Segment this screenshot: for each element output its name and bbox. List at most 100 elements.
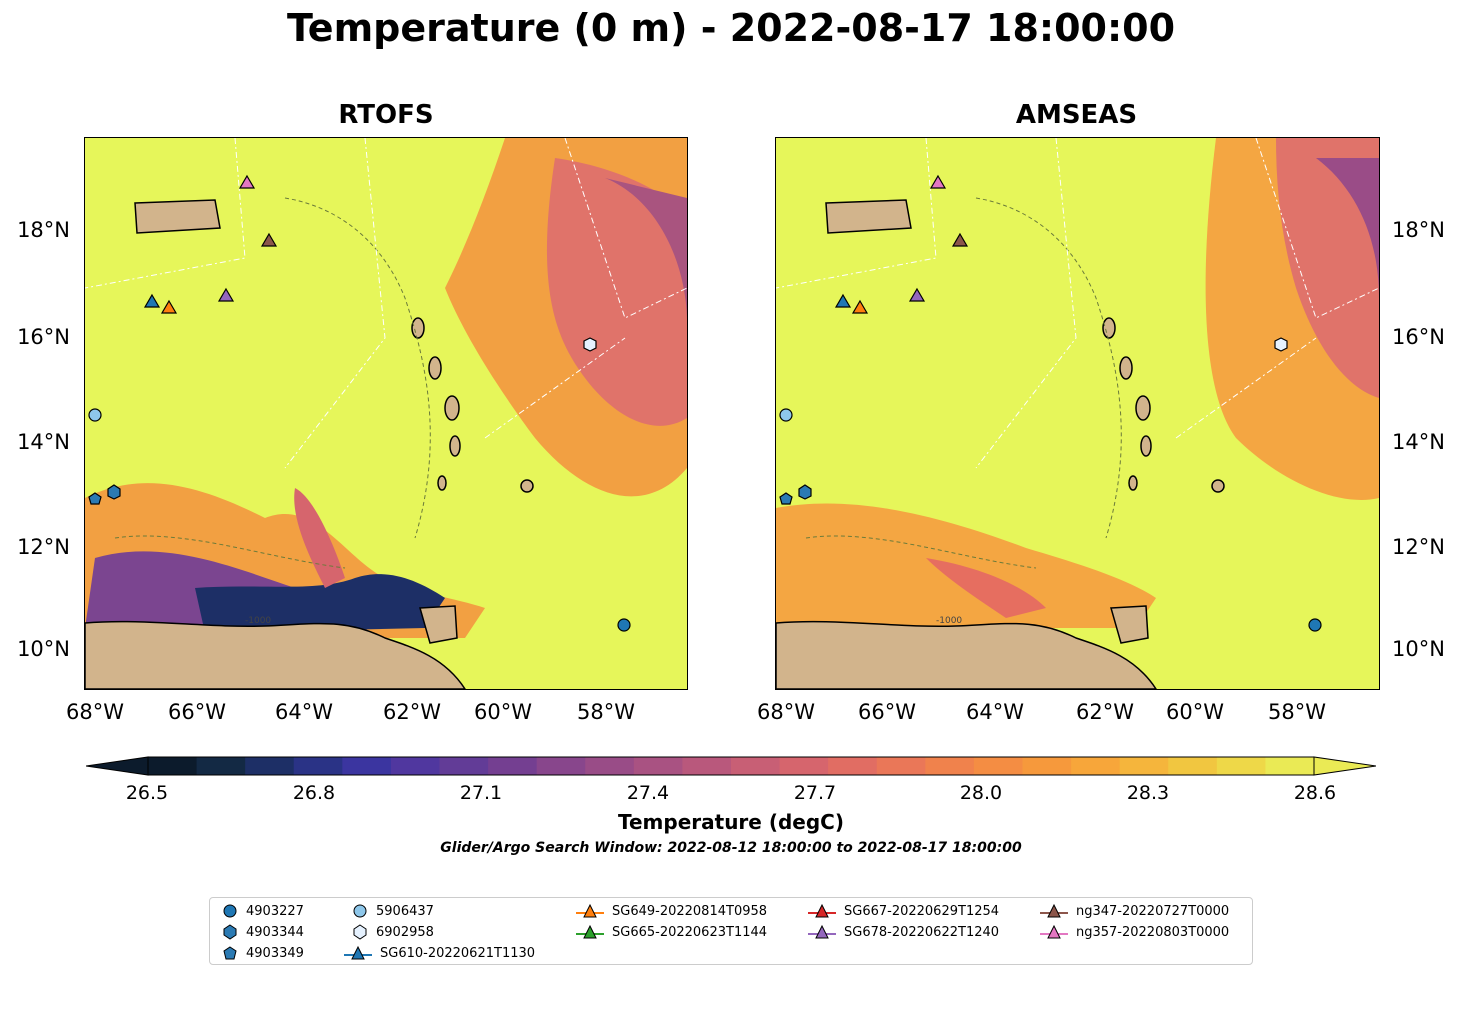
triangle-line-marker-icon xyxy=(344,945,372,960)
marker-sg610 xyxy=(143,293,161,308)
colorbar-cell xyxy=(779,757,829,775)
colorbar-cell xyxy=(390,757,440,775)
warm-water-south xyxy=(776,503,1156,628)
hexagon-marker-icon xyxy=(353,924,367,940)
colorbar-cell xyxy=(293,757,343,775)
triangle-line-marker-icon xyxy=(808,924,836,939)
y-tick-label: 10°N xyxy=(1392,637,1445,661)
x-tick-label: 60°W xyxy=(1166,700,1224,724)
y-tick-label: 18°N xyxy=(1392,218,1445,242)
colorbar-cell xyxy=(973,757,1023,775)
hexagon-marker-icon xyxy=(223,924,237,940)
puerto-rico-land xyxy=(134,199,221,234)
legend-item: SG667-20220629T1254 xyxy=(808,903,999,919)
y-tick-label: 16°N xyxy=(1392,325,1445,349)
marker-ng357 xyxy=(929,174,947,189)
pentagon-marker-icon xyxy=(223,946,237,960)
legend-item: 4903227 xyxy=(222,903,304,919)
x-tick-label: 62°W xyxy=(383,700,441,724)
triangle-line-marker-icon xyxy=(1040,924,1068,939)
legend-item: SG649-20220814T0958 xyxy=(576,903,767,919)
map-amseas[interactable]: -1000 xyxy=(775,137,1380,690)
colorbar-cell xyxy=(488,757,538,775)
colorbar-tick-label: 27.4 xyxy=(626,782,670,804)
marker-4903227 xyxy=(1308,618,1322,632)
colorbar-cell xyxy=(828,757,878,775)
marker-sg610 xyxy=(834,293,852,308)
marker-ng347 xyxy=(951,232,969,247)
x-tick-label: 64°W xyxy=(275,700,333,724)
marker-sg649 xyxy=(160,299,178,314)
y-tick-label: 14°N xyxy=(1392,430,1445,454)
y-tick-label: 12°N xyxy=(1392,535,1445,559)
x-tick-label: 68°W xyxy=(757,700,815,724)
x-tick-label: 64°W xyxy=(966,700,1024,724)
colorbar-cell xyxy=(633,757,683,775)
triangle-line-marker-icon xyxy=(576,903,604,918)
marker-4903349 xyxy=(88,492,102,505)
x-tick-label: 58°W xyxy=(577,700,635,724)
lesser-antilles xyxy=(1102,317,1225,493)
colorbar-tick-label: 28.3 xyxy=(1126,782,1170,804)
x-tick-label: 62°W xyxy=(1076,700,1134,724)
marker-5906437 xyxy=(779,408,793,422)
colorbar-tick-label: 28.6 xyxy=(1293,782,1337,804)
circle-marker-icon xyxy=(223,904,237,918)
colorbar-cell xyxy=(876,757,926,775)
colorbar-cell xyxy=(1265,757,1315,775)
marker-4903344 xyxy=(107,484,121,500)
colorbar-cell xyxy=(1022,757,1072,775)
colorbar-tick-label: 27.1 xyxy=(459,782,503,804)
panel-title-rtofs: RTOFS xyxy=(338,100,434,130)
map-rtofs[interactable]: -1000 xyxy=(84,137,688,690)
colorbar-tick-label: 27.7 xyxy=(793,782,837,804)
x-tick-label: 66°W xyxy=(168,700,226,724)
marker-ng357 xyxy=(238,174,256,189)
colorbar-tick-label: 28.0 xyxy=(959,782,1003,804)
svg-text:-1000: -1000 xyxy=(936,616,962,626)
colorbar-cell xyxy=(536,757,586,775)
marker-6902958 xyxy=(1274,337,1288,352)
y-tick-label: 12°N xyxy=(17,535,70,559)
circle-marker-icon xyxy=(353,904,367,918)
triangle-line-marker-icon xyxy=(1040,903,1068,918)
colorbar-cell xyxy=(148,757,198,775)
panel-title-amseas: AMSEAS xyxy=(1015,100,1138,130)
triangle-line-marker-icon xyxy=(808,903,836,918)
colorbar-title: Temperature (degC) xyxy=(618,810,844,834)
legend-item: SG678-20220622T1240 xyxy=(808,924,999,940)
colorbar-cell xyxy=(1119,757,1169,775)
lesser-antilles xyxy=(411,317,534,493)
x-tick-label: 60°W xyxy=(474,700,532,724)
marker-ng347 xyxy=(260,232,278,247)
legend-item: ng347-20220727T0000 xyxy=(1040,903,1229,919)
legend: 4903227 4903344 4903349 5906437 6902958 … xyxy=(209,897,1253,965)
south-america-land xyxy=(85,620,466,689)
x-tick-label: 66°W xyxy=(858,700,916,724)
x-tick-label: 68°W xyxy=(66,700,124,724)
search-window-text: Glider/Argo Search Window: 2022-08-12 18… xyxy=(440,840,1022,856)
colorbar-cell xyxy=(342,757,392,775)
y-tick-label: 14°N xyxy=(17,430,70,454)
colorbar-cell xyxy=(196,757,246,775)
x-tick-label: 58°W xyxy=(1268,700,1326,724)
legend-item: SG610-20220621T1130 xyxy=(344,945,535,961)
y-tick-label: 10°N xyxy=(17,637,70,661)
legend-item: 5906437 xyxy=(352,903,434,919)
colorbar-cell xyxy=(439,757,489,775)
legend-item: 4903344 xyxy=(222,924,304,940)
marker-6902958 xyxy=(583,337,597,352)
colorbar-cell xyxy=(1168,757,1218,775)
colorbar-cell xyxy=(245,757,295,775)
marker-4903227 xyxy=(617,618,631,632)
marker-4903344 xyxy=(798,484,812,500)
colorbar xyxy=(86,756,1376,776)
legend-item: ng357-20220803T0000 xyxy=(1040,924,1229,940)
south-america-land xyxy=(776,620,1157,689)
colorbar-cell xyxy=(682,757,732,775)
cold-water xyxy=(195,574,445,633)
colorbar-cell xyxy=(1216,757,1266,775)
marker-sg649 xyxy=(851,299,869,314)
colorbar-tick-label: 26.8 xyxy=(292,782,336,804)
colorbar-cell xyxy=(731,757,781,775)
